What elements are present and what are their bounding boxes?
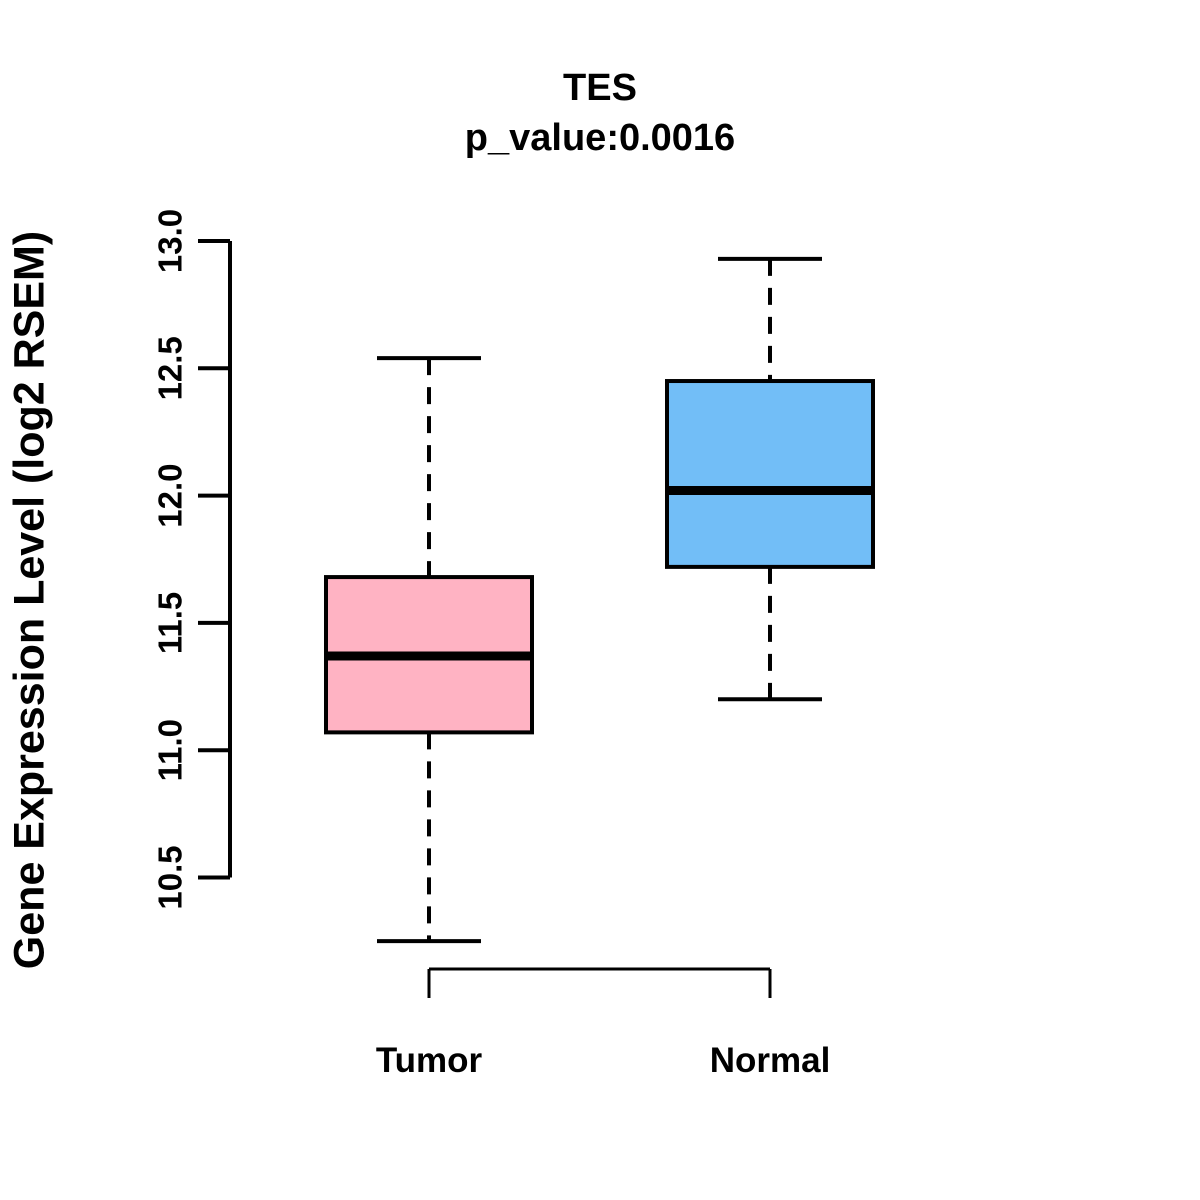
x-category-label-tumor: Tumor [376, 1041, 483, 1080]
y-axis-label: Gene Expression Level (log2 RSEM) [5, 230, 54, 970]
x-category-label-normal: Normal [710, 1041, 831, 1080]
y-tick-label: 11.0 [152, 719, 189, 781]
chart-subtitle: p_value:0.0016 [464, 117, 736, 159]
y-tick-label: 12.5 [152, 336, 189, 400]
y-tick-label: 11.5 [152, 592, 189, 654]
y-tick-label: 13.0 [152, 209, 189, 273]
y-tick-label: 12.0 [152, 463, 189, 527]
box-normal [665, 379, 875, 569]
chart-title: TES [563, 67, 637, 109]
y-tick-label: 10.5 [152, 845, 189, 909]
